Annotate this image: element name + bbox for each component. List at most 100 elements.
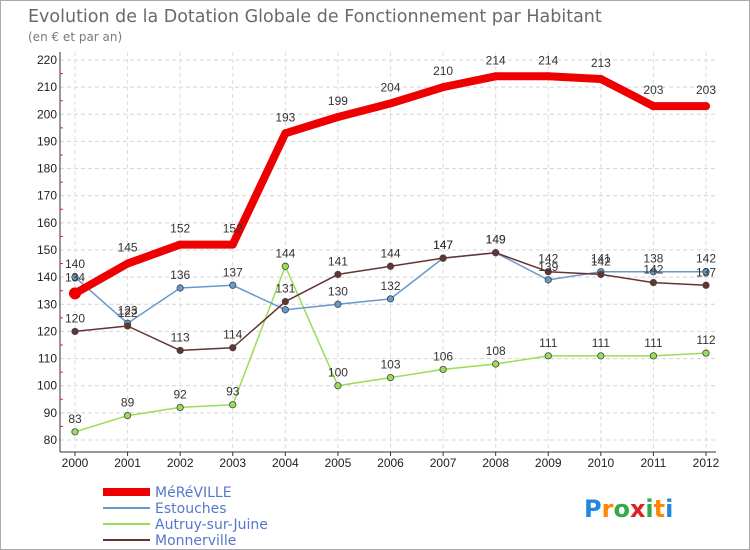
data-label-monnerville: 144 xyxy=(380,246,400,260)
data-label-estouches: 142 xyxy=(696,252,716,266)
point-autruy-sur-juine xyxy=(71,428,79,436)
legend-label-m-r-ville: MéRéVILLE xyxy=(155,485,232,501)
point-monnerville xyxy=(176,346,184,355)
point-m-r-ville xyxy=(123,259,132,268)
chart-title: Evolution de la Dotation Globale de Fonc… xyxy=(28,7,602,27)
point-estouches xyxy=(281,306,289,314)
point-m-r-ville xyxy=(281,129,290,138)
point-monnerville xyxy=(492,249,500,257)
x-tick-label: 2002 xyxy=(167,456,194,470)
data-label-m-r-ville: 193 xyxy=(275,110,295,124)
data-label-autruy-sur-juine: 111 xyxy=(539,336,558,350)
point-autruy-sur-juine xyxy=(176,403,184,412)
point-autruy-sur-juine xyxy=(229,401,237,409)
data-label-estouches: 123 xyxy=(118,303,138,317)
point-monnerville xyxy=(71,327,79,336)
y-tick-label: 190 xyxy=(37,134,57,148)
point-estouches xyxy=(386,295,395,303)
point-estouches xyxy=(649,268,658,276)
x-tick-label: 2005 xyxy=(325,456,352,470)
x-tick-label: 2001 xyxy=(114,456,141,470)
y-tick-label: 130 xyxy=(37,297,57,311)
data-label-autruy-sur-juine: 89 xyxy=(121,396,135,410)
point-m-r-ville xyxy=(228,240,237,249)
y-tick-label: 180 xyxy=(37,162,57,176)
y-tick-label: 220 xyxy=(37,53,57,67)
logo-letter: P xyxy=(584,495,602,523)
point-autruy-sur-juine xyxy=(334,382,342,390)
point-estouches xyxy=(229,281,237,289)
data-label-estouches: 139 xyxy=(538,260,558,274)
point-m-r-ville xyxy=(333,113,342,121)
y-tick-label: 200 xyxy=(37,107,57,121)
series-group xyxy=(69,72,710,436)
data-label-autruy-sur-juine: 93 xyxy=(226,385,240,399)
data-label-monnerville: 120 xyxy=(65,311,85,325)
data-label-autruy-sur-juine: 83 xyxy=(68,412,82,426)
data-label-m-r-ville: 152 xyxy=(170,222,190,236)
data-label-estouches: 140 xyxy=(65,257,85,271)
point-monnerville xyxy=(597,270,605,279)
data-label-autruy-sur-juine: 112 xyxy=(696,333,715,347)
data-label-m-r-ville: 203 xyxy=(696,83,716,97)
data-label-autruy-sur-juine: 111 xyxy=(592,336,611,350)
data-label-autruy-sur-juine: 92 xyxy=(173,387,187,401)
data-label-m-r-ville: 214 xyxy=(538,53,558,67)
x-tick-label: 2008 xyxy=(482,456,509,470)
data-label-monnerville: 113 xyxy=(171,330,190,344)
point-m-r-ville xyxy=(386,99,395,108)
point-m-r-ville xyxy=(544,72,553,81)
data-label-monnerville: 141 xyxy=(328,254,348,268)
point-m-r-ville xyxy=(439,83,448,92)
point-monnerville xyxy=(649,278,658,287)
data-label-autruy-sur-juine: 108 xyxy=(486,344,506,358)
axes: 8090100110120130140150160170180190200210… xyxy=(37,52,720,470)
y-tick-label: 110 xyxy=(38,352,57,366)
legend-label-monnerville: Monnerville xyxy=(155,533,236,549)
logo-letter: t xyxy=(654,495,665,523)
logo-letter: i xyxy=(665,495,673,523)
data-label-monnerville: 137 xyxy=(696,265,716,279)
y-tick-label: 100 xyxy=(37,379,57,393)
point-m-r-ville xyxy=(596,75,605,83)
data-label-autruy-sur-juine: 103 xyxy=(380,358,400,372)
data-label-m-r-ville: 204 xyxy=(380,80,400,94)
data-label-m-r-ville: 203 xyxy=(643,83,663,97)
data-label-estouches: 138 xyxy=(643,252,663,266)
y-tick-label: 80 xyxy=(44,433,58,447)
x-tick-label: 2007 xyxy=(430,456,457,470)
data-label-autruy-sur-juine: 100 xyxy=(328,366,348,380)
data-labels: 83 89 92 93 144 100 103 106 108 111 111 111 112 140 12… xyxy=(65,53,716,426)
point-autruy-sur-juine xyxy=(281,262,289,270)
data-label-monnerville: 142 xyxy=(591,254,611,268)
data-label-monnerville: 122 xyxy=(118,306,138,320)
data-label-m-r-ville: 210 xyxy=(433,64,453,78)
data-label-autruy-sur-juine: 111 xyxy=(644,336,663,350)
point-m-r-ville xyxy=(69,287,81,300)
data-label-monnerville: 142 xyxy=(643,263,663,277)
legend: MéRéVILLEEstouchesAutruy-sur-JuineMonner… xyxy=(103,485,268,549)
point-monnerville xyxy=(334,270,342,279)
legend-label-estouches: Estouches xyxy=(155,501,227,517)
legend-label-autruy-sur-juine: Autruy-sur-Juine xyxy=(155,517,268,533)
point-autruy-sur-juine xyxy=(702,349,710,357)
data-label-m-r-ville: 199 xyxy=(328,94,348,108)
data-label-monnerville: 149 xyxy=(486,233,506,247)
data-label-m-r-ville: 145 xyxy=(118,241,138,255)
point-autruy-sur-juine xyxy=(123,411,132,420)
point-autruy-sur-juine xyxy=(649,352,658,360)
point-monnerville xyxy=(123,322,132,330)
point-estouches xyxy=(334,300,342,308)
point-estouches xyxy=(544,276,552,284)
data-label-monnerville: 142 xyxy=(538,252,558,266)
data-label-estouches: 132 xyxy=(380,279,400,293)
data-label-monnerville: 147 xyxy=(433,238,453,252)
data-label-estouches: 136 xyxy=(170,268,190,282)
point-estouches xyxy=(702,268,710,276)
point-autruy-sur-juine xyxy=(492,360,500,368)
y-tick-label: 90 xyxy=(44,406,58,420)
y-tick-label: 210 xyxy=(37,80,57,94)
y-tick-label: 160 xyxy=(37,216,57,230)
